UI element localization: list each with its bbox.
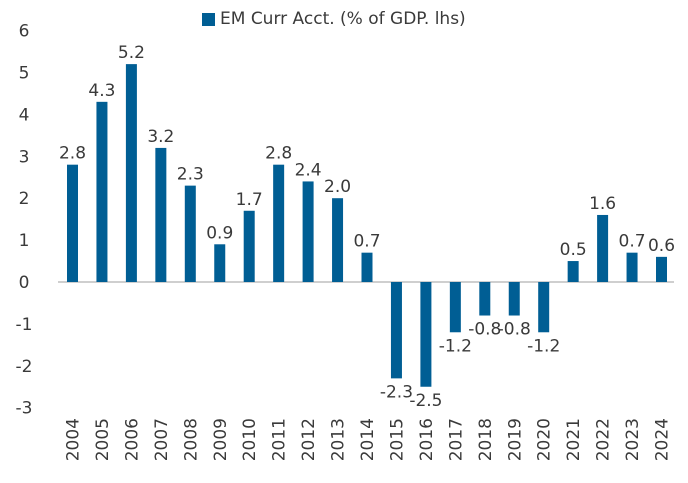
x-tick-label: 2024 <box>653 418 673 461</box>
data-label-2018: -0.8 <box>468 320 501 340</box>
bar-2014 <box>361 252 373 282</box>
x-tick-label: 2010 <box>240 418 260 461</box>
x-tick-label: 2016 <box>417 418 437 461</box>
bar-2020 <box>538 282 550 333</box>
bar-2006 <box>125 64 137 283</box>
x-tick-label: 2015 <box>387 418 407 461</box>
bar-2022 <box>597 214 609 282</box>
data-label-2015: -2.3 <box>380 382 413 402</box>
bar-2024 <box>656 256 667 282</box>
bar-2010 <box>243 210 255 282</box>
y-tick-label: 2 <box>19 189 30 209</box>
y-tick-label: -3 <box>16 399 33 419</box>
bar-2018 <box>479 282 491 316</box>
data-label-2024: 0.6 <box>648 236 675 256</box>
data-label-2013: 2.0 <box>324 177 351 197</box>
legend-label: EM Curr Acct. (% of GDP. lhs) <box>220 9 466 29</box>
x-tick-label: 2022 <box>594 418 614 461</box>
x-tick-label: 2014 <box>358 418 378 461</box>
bar-2013 <box>332 198 344 282</box>
bar-2016 <box>420 282 432 387</box>
x-tick-label: 2006 <box>122 418 142 461</box>
x-tick-label: 2008 <box>181 418 201 461</box>
x-tick-label: 2020 <box>535 418 555 461</box>
data-label-2023: 0.7 <box>619 232 646 252</box>
y-tick-label: -1 <box>16 315 33 335</box>
x-tick-label: 2017 <box>446 418 466 461</box>
data-label-2008: 2.3 <box>177 165 204 185</box>
data-label-2005: 4.3 <box>88 81 115 101</box>
y-tick-label: 0 <box>19 273 30 293</box>
data-label-2016: -2.5 <box>409 391 442 411</box>
y-tick-label: 3 <box>19 147 30 167</box>
bar-2023 <box>626 252 638 282</box>
x-tick-label: 2012 <box>299 418 319 461</box>
data-label-2020: -1.2 <box>527 336 560 356</box>
bar-2021 <box>567 261 579 282</box>
data-label-2021: 0.5 <box>560 240 587 260</box>
y-tick-label: 1 <box>19 231 30 251</box>
x-tick-label: 2009 <box>211 418 231 461</box>
x-tick-label: 2019 <box>505 418 525 461</box>
legend-swatch <box>202 12 215 26</box>
data-label-2011: 2.8 <box>265 144 292 164</box>
y-tick-label: -2 <box>16 357 33 377</box>
x-tick-label: 2013 <box>329 418 349 461</box>
data-label-2014: 0.7 <box>353 232 380 252</box>
bar-2011 <box>273 164 285 282</box>
bar-2015 <box>390 282 402 379</box>
x-tick-label: 2005 <box>93 418 113 461</box>
bar-2005 <box>96 101 108 282</box>
bar-2004 <box>67 164 78 282</box>
x-tick-label: 2021 <box>564 418 584 461</box>
x-tick-label: 2004 <box>64 418 84 461</box>
x-tick-label: 2007 <box>152 418 172 461</box>
data-label-2006: 5.2 <box>118 43 145 63</box>
legend: EM Curr Acct. (% of GDP. lhs) <box>202 9 466 29</box>
bar-2012 <box>302 181 314 282</box>
data-label-2012: 2.4 <box>295 160 322 180</box>
bar-2007 <box>155 147 167 282</box>
data-label-2004: 2.8 <box>59 144 86 164</box>
bar-2009 <box>214 244 226 282</box>
x-tick-label: 2018 <box>476 418 496 461</box>
y-tick-label: 5 <box>19 64 30 84</box>
x-tick-label: 2023 <box>623 418 643 461</box>
bar-2019 <box>508 282 520 316</box>
data-label-2022: 1.6 <box>589 194 616 214</box>
x-tick-label: 2011 <box>270 418 290 461</box>
bar-2008 <box>184 185 196 282</box>
data-label-2017: -1.2 <box>439 336 472 356</box>
y-tick-label: 6 <box>19 22 30 42</box>
data-label-2019: -0.8 <box>498 320 531 340</box>
bar-2017 <box>449 282 461 333</box>
data-label-2007: 3.2 <box>147 127 174 147</box>
data-label-2010: 1.7 <box>236 190 263 210</box>
y-tick-label: 4 <box>19 105 30 125</box>
data-label-2009: 0.9 <box>206 223 233 243</box>
